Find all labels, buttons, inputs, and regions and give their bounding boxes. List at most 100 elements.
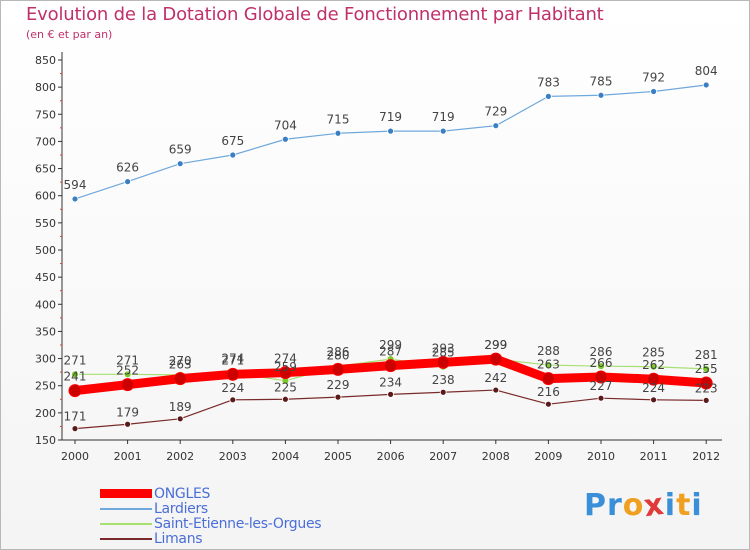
data-point-lardiers: [545, 92, 552, 100]
y-tick-label: 600: [35, 190, 56, 203]
y-tick-label: 300: [35, 353, 56, 366]
data-label-lardiers: 704: [274, 118, 297, 132]
data-point-saint-etienne-les-orgues: [123, 370, 132, 379]
logo-letter: o: [622, 488, 645, 523]
legend-item-saint-etienne-les-orgues: Saint-Etienne-les-Orgues: [100, 516, 322, 531]
data-point-ongles: [278, 366, 292, 380]
y-tick-label: 650: [35, 163, 56, 176]
logo-letter: r: [607, 488, 623, 523]
data-point-ongles: [699, 376, 713, 390]
y-tick-label: 200: [35, 407, 56, 420]
data-label-saint-etienne-les-orgues: 286: [327, 345, 350, 359]
logo-letter: i: [691, 488, 703, 523]
data-label-ongles: 280: [327, 348, 350, 362]
proxiti-logo: Proxiti: [584, 486, 703, 525]
data-label-saint-etienne-les-orgues: 274: [221, 352, 244, 366]
legend-swatch: [100, 537, 152, 540]
data-label-saint-etienne-les-orgues: 288: [537, 344, 560, 358]
data-point-lardiers: [334, 129, 342, 137]
data-label-saint-etienne-les-orgues: 271: [64, 353, 87, 367]
data-point-lardiers: [71, 195, 79, 203]
data-label-ongles: 263: [537, 358, 560, 372]
data-label-ongles: 293: [432, 341, 455, 355]
data-point-limans: [176, 415, 184, 423]
data-point-ongles: [331, 362, 345, 376]
data-label-limans: 234: [379, 375, 402, 389]
y-tick-label: 500: [35, 244, 56, 257]
data-label-ongles: 266: [590, 356, 613, 370]
data-point-saint-etienne-les-orgues: [649, 362, 658, 371]
data-label-saint-etienne-les-orgues: 299: [484, 338, 507, 352]
x-tick-label: 2003: [219, 450, 247, 463]
y-tick-label: 550: [35, 217, 56, 230]
y-tick-label: 700: [35, 135, 56, 148]
legend-item-limans: Limans: [100, 531, 203, 546]
data-label-saint-etienne-les-orgues: 281: [695, 348, 718, 362]
data-label-lardiers: 729: [484, 105, 507, 119]
data-label-limans: 223: [695, 381, 718, 395]
legend-item-lardiers: Lardiers: [100, 501, 208, 516]
data-label-saint-etienne-les-orgues: 270: [169, 354, 192, 368]
data-label-lardiers: 783: [537, 75, 560, 89]
data-point-limans: [439, 388, 447, 396]
data-point-lardiers: [702, 81, 710, 89]
logo-letter: x: [642, 486, 668, 525]
data-label-limans: 224: [642, 381, 665, 395]
data-point-limans: [387, 390, 395, 398]
data-label-lardiers: 715: [327, 112, 350, 126]
data-point-ongles: [384, 359, 398, 373]
x-tick-label: 2010: [587, 450, 615, 463]
data-point-lardiers: [439, 127, 447, 135]
data-label-saint-etienne-les-orgues: 299: [379, 338, 402, 352]
data-label-ongles: 271: [221, 353, 244, 367]
data-point-limans: [71, 425, 79, 433]
data-point-lardiers: [387, 127, 395, 135]
data-point-lardiers: [281, 135, 289, 143]
data-point-saint-etienne-les-orgues: [71, 370, 79, 379]
logo-letter: t: [676, 488, 692, 523]
data-point-limans: [597, 394, 605, 402]
data-point-saint-etienne-les-orgues: [597, 362, 605, 371]
legend-swatch: [100, 489, 152, 498]
data-label-ongles: 287: [379, 345, 402, 359]
data-label-saint-etienne-les-orgues: 285: [642, 346, 665, 360]
data-label-limans: 238: [432, 373, 455, 387]
data-label-lardiers: 659: [169, 143, 192, 157]
chart-subtitle: (en € et par an): [26, 28, 113, 41]
data-point-ongles: [594, 370, 608, 384]
data-label-ongles: 299: [484, 338, 507, 352]
y-tick-label: 450: [35, 271, 56, 284]
data-label-ongles: 262: [642, 358, 665, 372]
legend-item-ongles: ONGLES: [100, 486, 210, 501]
x-tick-label: 2009: [534, 450, 562, 463]
data-label-lardiers: 785: [590, 74, 613, 88]
data-point-ongles: [68, 384, 82, 398]
legend-swatch: [100, 522, 152, 525]
logo-letter: i: [664, 488, 677, 523]
data-point-lardiers: [650, 88, 657, 95]
data-label-limans: 227: [590, 379, 613, 393]
data-label-lardiers: 719: [379, 110, 402, 124]
data-label-ongles: 255: [695, 362, 718, 376]
data-label-ongles: 263: [169, 358, 192, 372]
y-tick-label: 400: [35, 298, 56, 311]
data-point-ongles: [226, 367, 240, 381]
data-label-limans: 171: [64, 410, 87, 424]
data-label-ongles: 274: [274, 352, 297, 366]
y-tick-label: 350: [35, 325, 56, 338]
data-point-lardiers: [597, 91, 605, 99]
chart-title: Evolution de la Dotation Globale de Fonc…: [26, 4, 604, 25]
data-label-lardiers: 719: [432, 110, 455, 124]
data-point-ongles: [541, 372, 555, 386]
logo-letter: P: [584, 488, 607, 523]
x-tick-label: 2001: [114, 450, 142, 463]
data-point-lardiers: [176, 160, 184, 168]
data-point-lardiers: [492, 122, 500, 130]
data-point-limans: [650, 396, 657, 404]
x-tick-label: 2011: [640, 450, 668, 463]
x-tick-label: 2004: [271, 450, 299, 463]
data-label-saint-etienne-les-orgues: 286: [590, 345, 613, 359]
data-point-ongles: [436, 355, 450, 369]
